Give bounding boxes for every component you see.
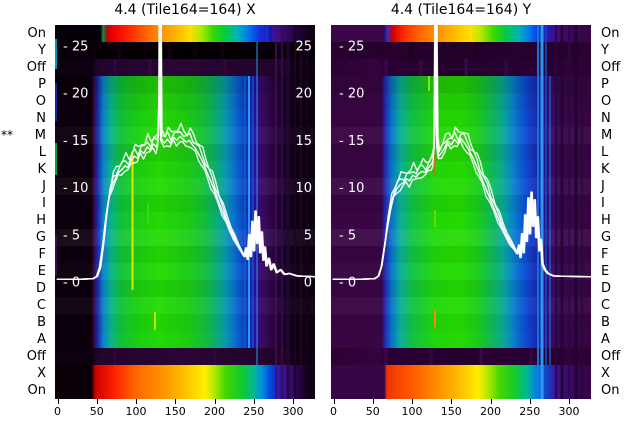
y-tick-label-left: - 25 [63, 39, 88, 54]
row-label-right-on-0: On [601, 26, 620, 41]
y-tick-label-left: - 0 [339, 276, 356, 291]
x-tick-mark [57, 399, 59, 404]
row-label-left-d-15: D [35, 281, 46, 296]
x-tick-label: 200 [480, 405, 501, 418]
y-tick-label-left: - 10 [63, 181, 88, 196]
row-label-right-o-4: O [601, 94, 612, 109]
row-label-left-a-18: A [37, 332, 46, 347]
heatmap-panel-y[interactable]: - 25 - 20 - 15 - 10 - 5 - 0 [331, 25, 591, 399]
row-label-left-o-4: O [35, 94, 46, 109]
x-tick-mark [253, 399, 255, 404]
x-tick-label: 100 [125, 405, 147, 418]
row-label-right-p-3: P [601, 77, 609, 92]
x-tick-mark [529, 399, 531, 404]
row-label-left-n-5: N [36, 111, 46, 126]
row-label-left-x-20: X [37, 366, 46, 381]
row-label-right-m-6: M [601, 128, 613, 143]
y-tick-label-right: 25 [295, 39, 312, 54]
row-label-right-j-9: J [601, 179, 605, 194]
row-label-right-n-5: N [601, 111, 611, 126]
row-label-left-c-16: C [36, 298, 46, 313]
row-label-left-on-0: On [27, 26, 46, 41]
row-label-right-e-14: E [601, 264, 610, 279]
x-tick-label: 300 [282, 405, 304, 418]
row-label-right-d-15: D [601, 281, 612, 296]
x-tick-mark [293, 399, 294, 404]
y-tick-label-left: - 5 [63, 228, 80, 243]
row-label-left-y-1: Y [38, 43, 46, 58]
row-label-right-x-20: X [601, 366, 610, 381]
y-tick-label-left: - 15 [63, 134, 88, 149]
profile-line-0 [332, 25, 591, 280]
y-tick-label-right: 0 [304, 276, 312, 291]
row-label-left-k-8: K [37, 162, 46, 177]
panel-title-y: 4.4 (Tile164=164) Y [390, 2, 532, 18]
x-tick-label: 50 [365, 405, 380, 418]
row-label-left-f-13: F [38, 247, 46, 262]
row-label-right-i-10: I [601, 196, 605, 211]
x-tick-label: 250 [243, 405, 265, 418]
row-label-right-g-12: G [601, 230, 612, 245]
row-label-left-g-12: G [35, 230, 46, 245]
y-tick-label-right: 5 [304, 228, 312, 243]
row-label-right-h-11: H [601, 213, 611, 228]
x-tick-mark [412, 399, 413, 404]
row-label-right-f-13: F [601, 247, 609, 262]
y-tick-label-right: 15 [295, 134, 312, 149]
row-label-left-off-19: Off [26, 349, 46, 364]
row-label-right-off-2: Off [601, 60, 621, 75]
x-tick-label: 200 [204, 405, 225, 418]
x-tick-label: 300 [558, 405, 580, 418]
x-tick-mark [372, 399, 374, 404]
profile-line-0 [56, 25, 315, 280]
row-label-left-off-2: Off [26, 60, 46, 75]
row-label-right-c-16: C [601, 298, 611, 313]
row-label-right-y-1: Y [601, 43, 609, 58]
row-label-left-h-11: H [36, 213, 46, 228]
row-label-left-b-17: B [37, 315, 46, 330]
x-tick-mark [136, 399, 137, 404]
star-marker: ** [1, 128, 13, 142]
y-tick-label-left: - 15 [339, 134, 364, 149]
row-label-left-p-3: P [38, 77, 46, 92]
row-label-left-j-9: J [42, 179, 46, 194]
row-label-left-on-21: On [27, 383, 46, 398]
y-tick-label-left: - 0 [63, 276, 80, 291]
x-tick-mark [214, 399, 216, 404]
y-tick-label-left: - 10 [339, 181, 364, 196]
row-label-left-i-10: I [42, 196, 46, 211]
x-tick-label: 150 [440, 405, 462, 418]
x-tick-label: 0 [330, 405, 337, 418]
x-tick-mark [175, 399, 177, 404]
x-tick-label: 100 [401, 405, 423, 418]
x-tick-label: 50 [89, 405, 104, 418]
row-label-left-m-6: M [34, 128, 46, 143]
row-label-right-l-7: L [601, 145, 609, 160]
x-tick-label: 0 [54, 405, 61, 418]
y-tick-label-left: - 20 [339, 87, 364, 102]
y-tick-label-left: - 5 [339, 228, 356, 243]
x-tick-mark [333, 399, 335, 404]
panel-title-x: 4.4 (Tile164=164) X [114, 2, 256, 18]
row-label-left-e-14: E [37, 264, 46, 279]
x-tick-mark [451, 399, 453, 404]
y-tick-label-left: - 20 [63, 87, 88, 102]
x-tick-mark [569, 399, 570, 404]
row-label-right-a-18: A [601, 332, 610, 347]
x-tick-label: 150 [164, 405, 186, 418]
row-label-right-b-17: B [601, 315, 610, 330]
y-tick-label-right: 20 [295, 87, 312, 102]
row-label-left-l-7: L [38, 145, 46, 160]
x-tick-label: 250 [519, 405, 541, 418]
y-tick-label-left: - 25 [339, 39, 364, 54]
x-tick-mark [96, 399, 98, 404]
row-label-right-off-19: Off [601, 349, 621, 364]
y-tick-label-right: 10 [295, 181, 312, 196]
row-label-right-on-21: On [601, 383, 620, 398]
heatmap-panel-x[interactable]: - 25 25 - 20 20 - 15 15 - 10 10 - 5 5 - 0 0 [55, 25, 315, 399]
row-label-right-k-8: K [601, 162, 610, 177]
x-tick-mark [490, 399, 492, 404]
